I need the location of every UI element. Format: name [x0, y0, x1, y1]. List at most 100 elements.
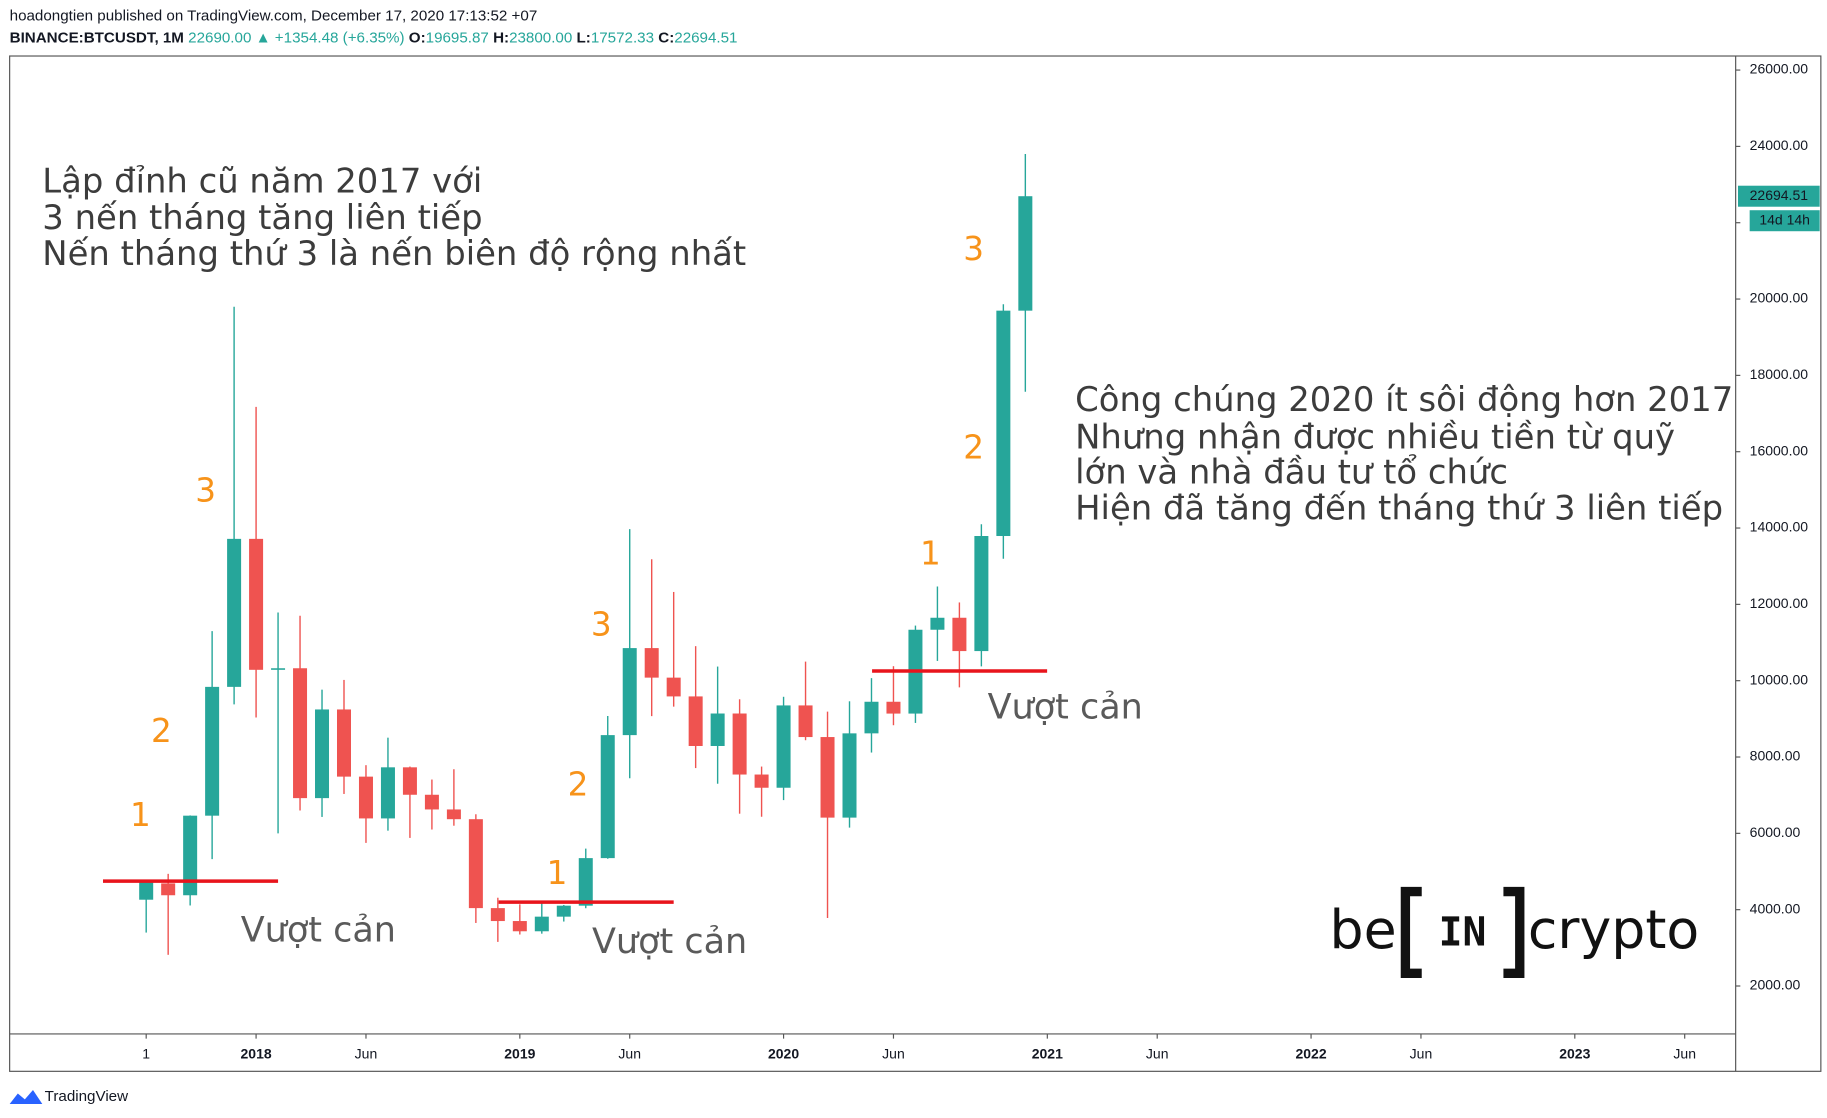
candle-body [952, 617, 967, 652]
change: ▲ +1354.48 (+6.35%) [256, 30, 405, 47]
symbol: BINANCE:BTCUSDT, 1M [10, 30, 184, 47]
count-label: 2 [151, 712, 172, 750]
candle-body [754, 774, 769, 788]
h-label: H: [493, 30, 509, 47]
candle-body [446, 809, 461, 820]
logo-crypto: crypto [1528, 898, 1699, 961]
y-tick-label: 12000.00 [1750, 595, 1809, 611]
candle-body [644, 648, 659, 678]
candle-body [227, 538, 242, 687]
candle-body [710, 713, 725, 746]
count-label: 2 [568, 766, 589, 804]
candle-body [534, 916, 549, 932]
x-tick-label: Jun [1673, 1046, 1696, 1062]
x-tick-label: 1 [142, 1046, 150, 1062]
candle-body [864, 701, 879, 734]
countdown-box [1749, 210, 1820, 232]
h-value: 23800.00 [509, 30, 572, 47]
breakout-label: Vượt cản [241, 910, 396, 950]
candle-body [842, 733, 857, 818]
candle-body [996, 310, 1011, 537]
note-right: Hiện đã tăng đến tháng thứ 3 liên tiếp [1075, 488, 1723, 527]
candle-body [776, 705, 791, 788]
candle-body [622, 648, 637, 736]
candle-body [380, 767, 395, 819]
logo-bracket [1400, 886, 1525, 978]
o-label: O: [409, 30, 426, 47]
x-tick-label: Jun [618, 1046, 641, 1062]
y-tick-label: 6000.00 [1750, 824, 1801, 840]
last: 22690.00 [188, 30, 251, 47]
y-tick-label: 2000.00 [1750, 977, 1801, 993]
breakout-label: Vượt cản [988, 687, 1143, 727]
note-left: Nến tháng thứ 3 là nến biên độ rộng nhất [42, 234, 746, 273]
note-right: Nhưng nhận được nhiều tiền từ quỹ [1075, 417, 1675, 456]
y-tick-label: 8000.00 [1750, 748, 1801, 764]
candle-body [315, 709, 330, 799]
count-label: 3 [591, 606, 612, 644]
candle-body [688, 696, 703, 746]
l-label: L: [577, 30, 591, 47]
logo-be: be [1330, 898, 1397, 961]
candle-body [468, 819, 483, 909]
logo: be IN crypto [1330, 886, 1699, 978]
count-label: 2 [963, 428, 984, 466]
candle-body [578, 858, 593, 906]
candle-body [271, 668, 286, 670]
candle-body [161, 883, 176, 896]
count-label: 1 [130, 796, 151, 834]
breakout-label: Vượt cản [592, 922, 747, 962]
candle-body [930, 617, 945, 630]
l-value: 17572.33 [591, 30, 654, 47]
candle-body [402, 767, 417, 795]
x-tick-label: Jun [1410, 1046, 1433, 1062]
count-label: 1 [547, 854, 568, 892]
x-tick-label: Jun [1146, 1046, 1169, 1062]
candle-body [820, 737, 835, 818]
candle-body [336, 709, 351, 777]
candle-body [183, 815, 198, 896]
y-tick-label: 20000.00 [1750, 290, 1809, 306]
y-tick-label: 14000.00 [1750, 519, 1809, 535]
candle-body [666, 677, 681, 697]
x-tick-label: 2021 [1032, 1046, 1063, 1062]
y-tick-label: 18000.00 [1750, 366, 1809, 382]
note-right: lớn và nhà đầu tư tổ chức [1075, 452, 1508, 491]
candle-body [556, 905, 571, 917]
c-label: C: [658, 30, 674, 47]
o-value: 19695.87 [426, 30, 489, 47]
price-label: 22694.51 [1750, 187, 1809, 203]
note-left: 3 nến tháng tăng liên tiếp [42, 198, 482, 237]
candle-body [1018, 196, 1033, 311]
plot-area [139, 154, 1033, 955]
x-tick-label: Jun [882, 1046, 905, 1062]
y-tick-label: 4000.00 [1750, 900, 1801, 916]
published-line: hoadongtien published on TradingView.com… [10, 7, 538, 24]
c-value: 22694.51 [674, 30, 737, 47]
candle-body [732, 713, 747, 775]
y-tick-label: 26000.00 [1750, 61, 1809, 77]
note-left: Lập đỉnh cũ năm 2017 với [42, 162, 482, 201]
candle-body [512, 921, 527, 932]
candle-body [490, 908, 505, 922]
count-label: 1 [920, 534, 941, 572]
note-right: Công chúng 2020 ít sôi động hơn 2017 [1075, 380, 1733, 419]
candle-body [205, 686, 220, 816]
ohlc-line: BINANCE:BTCUSDT, 1M 22690.00 ▲ +1354.48 … [10, 30, 738, 47]
footer-brand: TradingView [45, 1088, 128, 1105]
candle-body [600, 735, 615, 859]
price-label-box [1737, 185, 1820, 207]
x-tick-label: 2019 [504, 1046, 535, 1062]
count-label: 3 [195, 471, 216, 509]
footer: TradingView [9, 1088, 128, 1105]
tv-icon [9, 1089, 43, 1104]
y-tick-label: 10000.00 [1750, 671, 1809, 687]
candle-body [798, 705, 813, 738]
candle-body [886, 701, 901, 714]
candle-body [424, 794, 439, 810]
x-tick-label: 2018 [241, 1046, 272, 1062]
x-tick-label: 2023 [1559, 1046, 1590, 1062]
x-tick-label: Jun [355, 1046, 378, 1062]
x-tick-label: 2020 [768, 1046, 799, 1062]
